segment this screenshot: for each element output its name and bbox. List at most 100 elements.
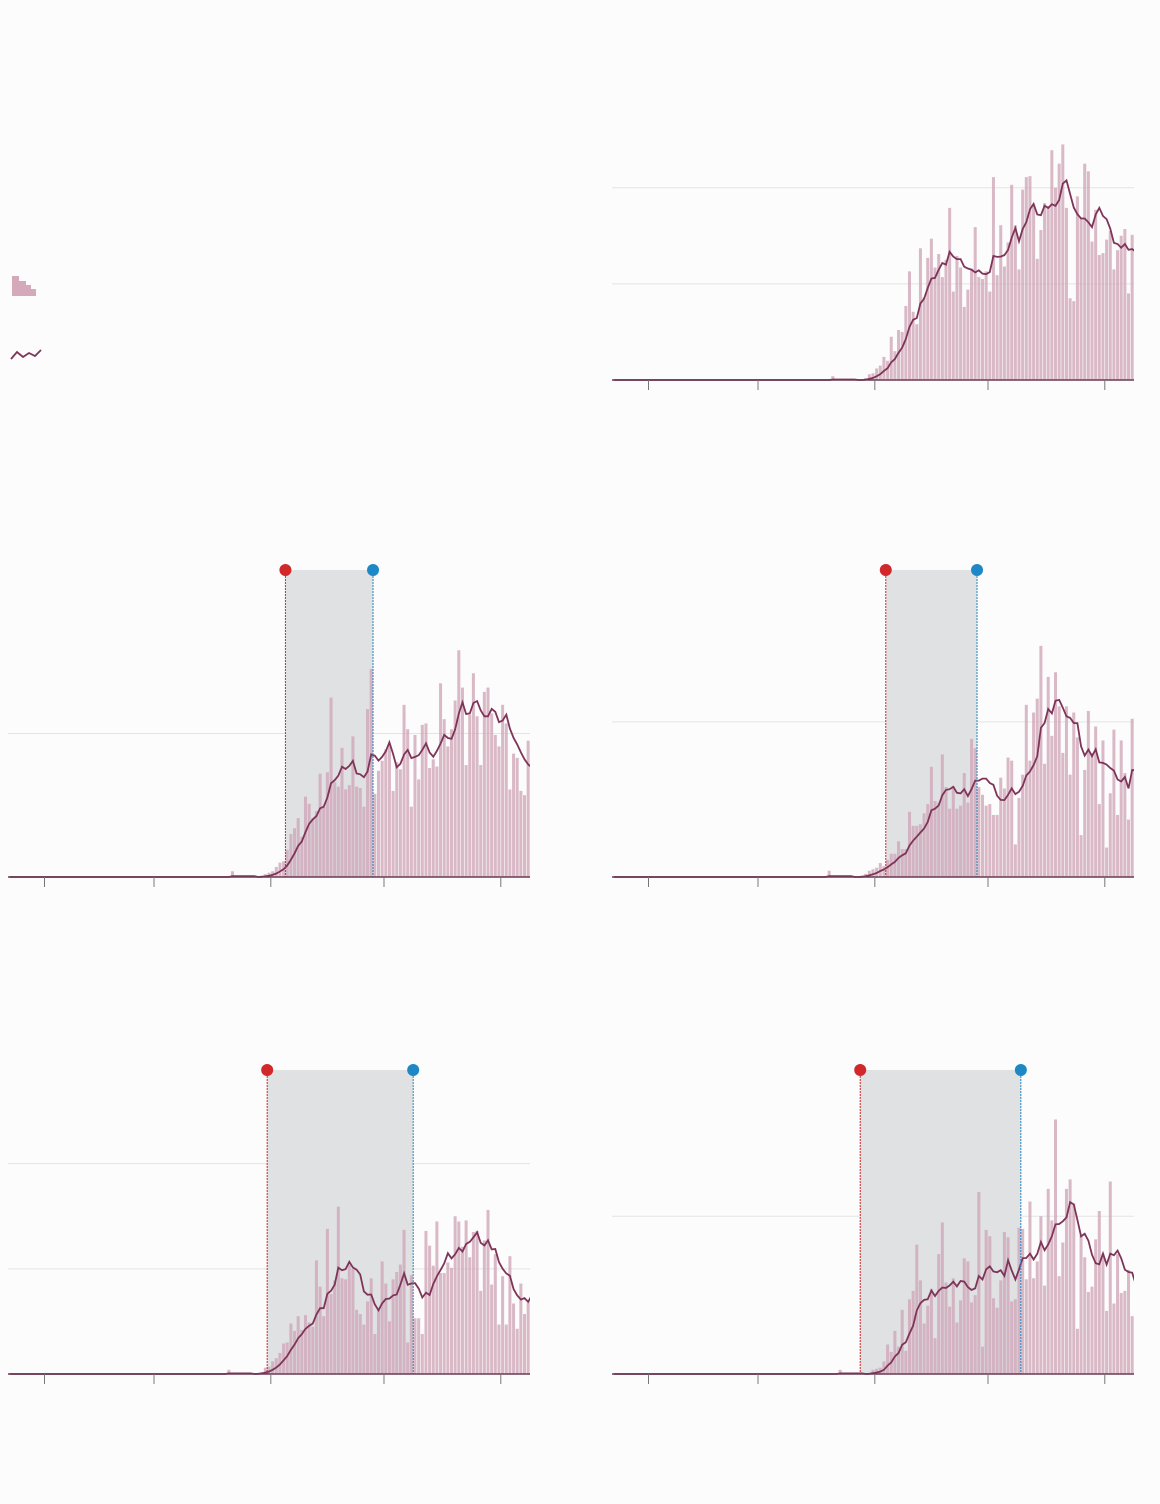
bar (329, 697, 333, 877)
bar (446, 1262, 450, 1374)
bar (519, 1283, 523, 1374)
bar (933, 1338, 937, 1374)
bar (409, 1275, 413, 1374)
bar (966, 289, 970, 380)
bar (1083, 163, 1087, 380)
bar (384, 1283, 388, 1374)
bar (948, 207, 952, 380)
bar (1094, 726, 1098, 877)
bar (907, 1299, 912, 1374)
bar (453, 700, 457, 877)
bar (1050, 150, 1054, 380)
bar (1021, 774, 1025, 877)
bar (1112, 729, 1116, 877)
bar (303, 796, 308, 877)
bar (937, 254, 941, 380)
bar (1002, 1232, 1006, 1374)
bar (468, 1257, 472, 1374)
start-marker (854, 1064, 867, 1076)
bar (435, 1221, 439, 1374)
bar (886, 360, 890, 380)
bar (1101, 740, 1105, 877)
bar (512, 753, 516, 877)
bar (977, 1192, 981, 1374)
bar (918, 824, 922, 877)
bar (962, 306, 966, 380)
bar (409, 806, 413, 877)
bar (918, 248, 922, 380)
bar (398, 769, 402, 877)
bar (271, 1361, 275, 1374)
bar (1032, 205, 1036, 380)
bar (1064, 706, 1068, 877)
bar (1075, 737, 1079, 877)
shaded-range (285, 570, 374, 877)
bar (446, 746, 450, 877)
bar (428, 767, 432, 877)
bar (838, 1369, 842, 1374)
bar (380, 1261, 384, 1374)
bar (307, 803, 311, 877)
bar (526, 740, 530, 877)
bar (991, 814, 995, 877)
bar (962, 1258, 966, 1374)
bar (522, 795, 527, 877)
bar (867, 870, 871, 877)
bar (479, 1290, 483, 1374)
bar (897, 1346, 901, 1374)
bar (1130, 718, 1134, 877)
chart-panel-top-right (612, 144, 1134, 390)
bar (1068, 774, 1072, 877)
bar (959, 805, 963, 877)
bar (1006, 242, 1010, 380)
bar (486, 687, 490, 877)
bar (391, 1279, 395, 1374)
bar (980, 279, 985, 380)
bar (482, 1240, 486, 1374)
bar (1035, 698, 1039, 877)
bar (944, 259, 948, 380)
bar (1057, 706, 1061, 877)
bar (1068, 298, 1072, 380)
bar (1002, 266, 1006, 380)
bar (995, 275, 999, 380)
bar (948, 1306, 952, 1374)
bar (970, 1302, 974, 1374)
bar (504, 723, 508, 877)
bar (300, 836, 304, 877)
bar (991, 1298, 995, 1374)
bar (1119, 235, 1123, 380)
bar (508, 789, 512, 877)
bar (1072, 1203, 1076, 1374)
bar (1116, 814, 1120, 877)
bar (475, 716, 479, 877)
bar (889, 336, 893, 380)
bar (373, 793, 377, 877)
daily-count-bars-icon (12, 276, 36, 296)
bar (988, 1236, 992, 1374)
bar (358, 788, 362, 877)
bar (940, 277, 944, 380)
bar (464, 765, 468, 877)
bar (391, 790, 395, 877)
bar (1090, 752, 1094, 877)
bar (329, 1294, 333, 1374)
bar (1050, 1220, 1054, 1374)
bar (1108, 793, 1112, 877)
bar (285, 849, 289, 877)
bar (1130, 1316, 1134, 1374)
bar (274, 866, 278, 877)
bar (460, 687, 464, 877)
bar (1013, 225, 1017, 380)
bar (1013, 1299, 1017, 1374)
bar (486, 1209, 490, 1374)
bar (915, 324, 919, 380)
bar (493, 1254, 497, 1374)
bar (955, 1322, 959, 1374)
bar (1130, 234, 1134, 380)
bar (442, 719, 446, 877)
bar (973, 748, 977, 877)
bar (398, 1264, 402, 1374)
bar (1105, 1310, 1109, 1374)
bar (1126, 293, 1131, 380)
